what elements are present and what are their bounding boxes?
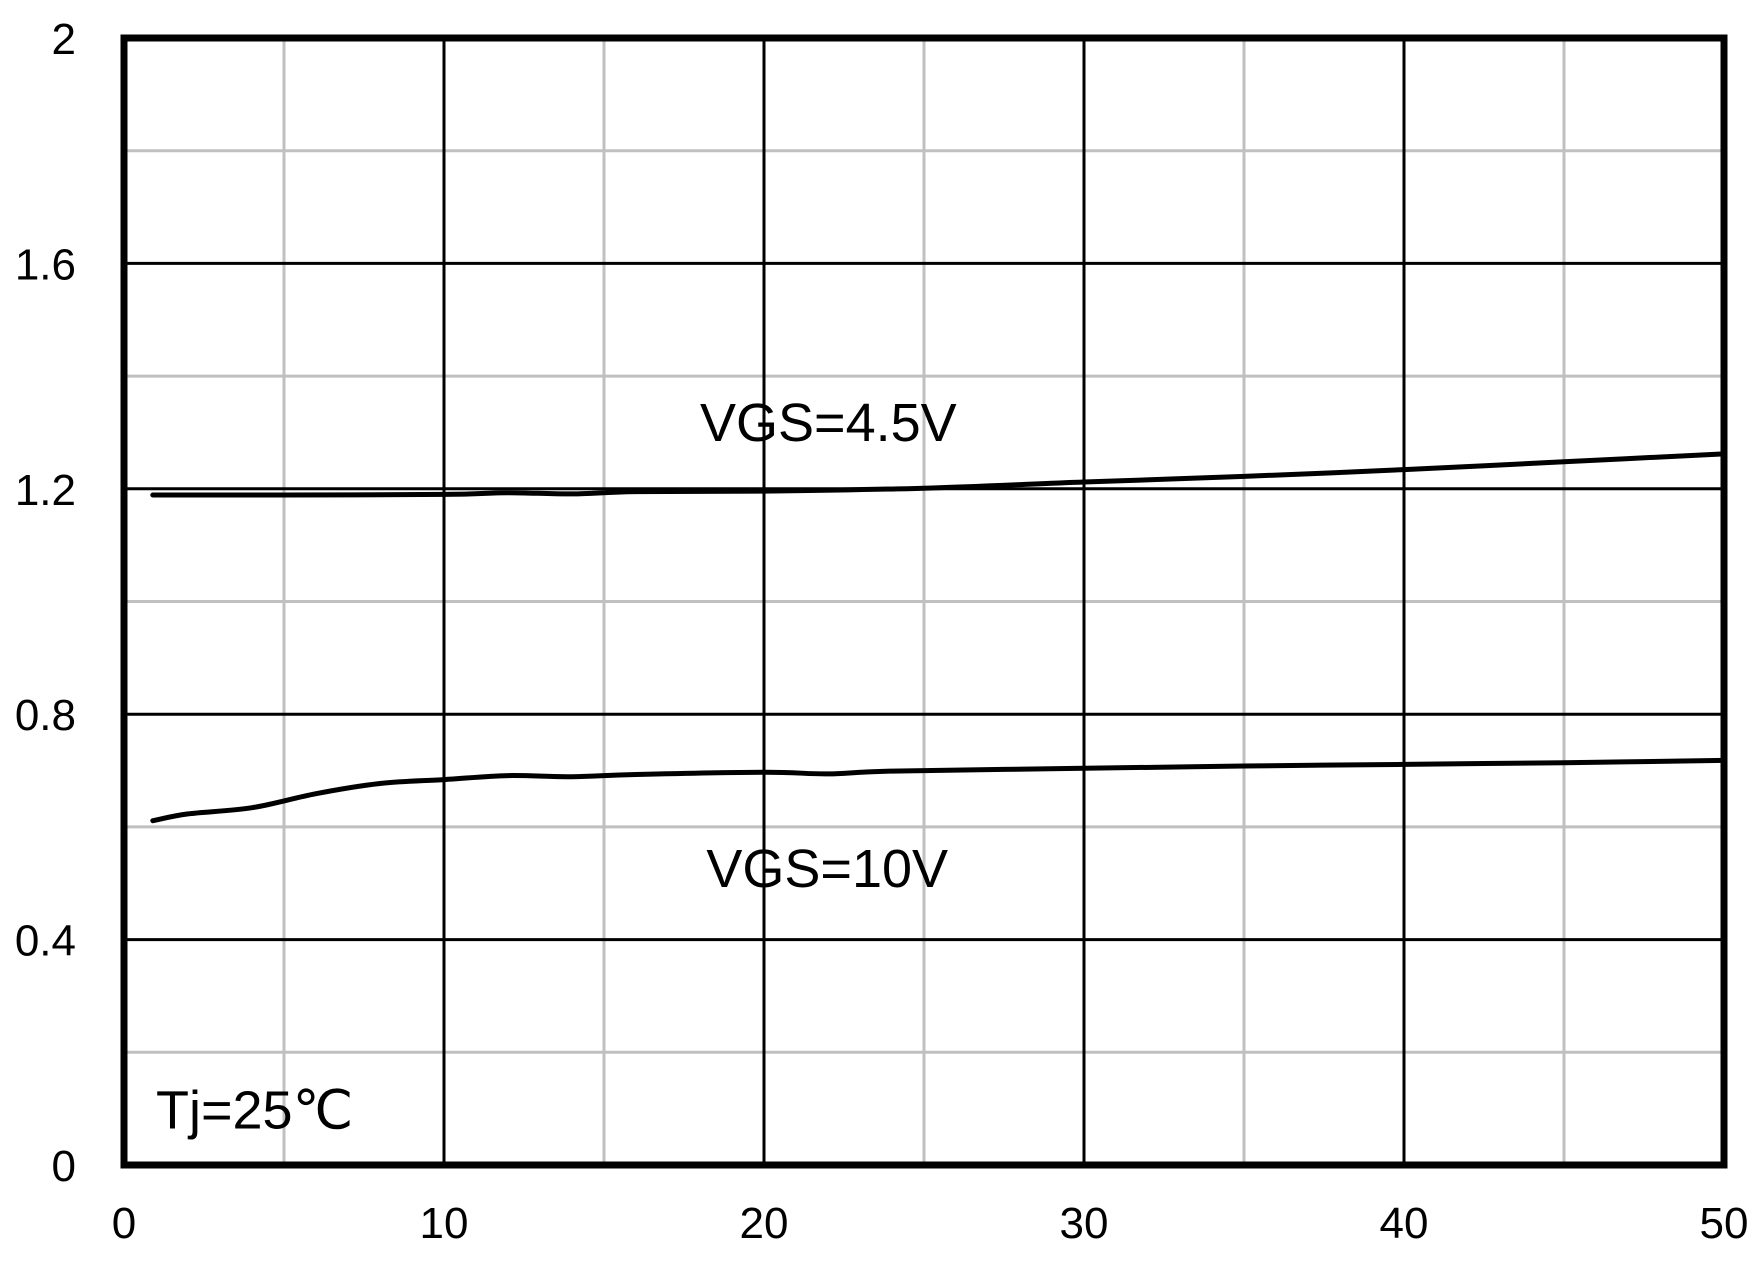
x-tick-label: 20: [740, 1199, 789, 1248]
x-tick-label: 40: [1380, 1199, 1429, 1248]
x-tick-label: 50: [1700, 1199, 1749, 1248]
series-labels: VGS=4.5V VGS=10V: [700, 393, 957, 899]
annotations: Tj=25℃: [156, 1080, 353, 1140]
y-tick-label: 0.4: [15, 917, 76, 966]
series-lines: [150, 451, 1727, 824]
series-line-vgs-4-5v: [150, 451, 1727, 498]
x-tick-label: 0: [112, 1199, 136, 1248]
y-tick-label: 1.2: [15, 466, 76, 515]
x-tick-label: 30: [1060, 1199, 1109, 1248]
y-tick-label: 2: [52, 15, 76, 64]
series-label-vgs-10v: VGS=10V: [706, 839, 948, 899]
y-tick-labels: 0 0.4 0.8 1.2 1.6 2: [15, 15, 76, 1191]
y-tick-label: 0: [52, 1142, 76, 1191]
series-line-vgs-10v: [150, 757, 1727, 824]
temperature-annotation: Tj=25℃: [156, 1080, 353, 1140]
series-label-vgs-4-5v: VGS=4.5V: [700, 393, 957, 453]
y-tick-label: 1.6: [15, 240, 76, 289]
x-tick-label: 10: [420, 1199, 469, 1248]
minor-grid: [124, 38, 1724, 1165]
plot-frame: [120, 34, 1728, 1169]
y-tick-label: 0.8: [15, 691, 76, 740]
x-tick-labels: 0 10 20 30 40 50: [112, 1199, 1749, 1248]
